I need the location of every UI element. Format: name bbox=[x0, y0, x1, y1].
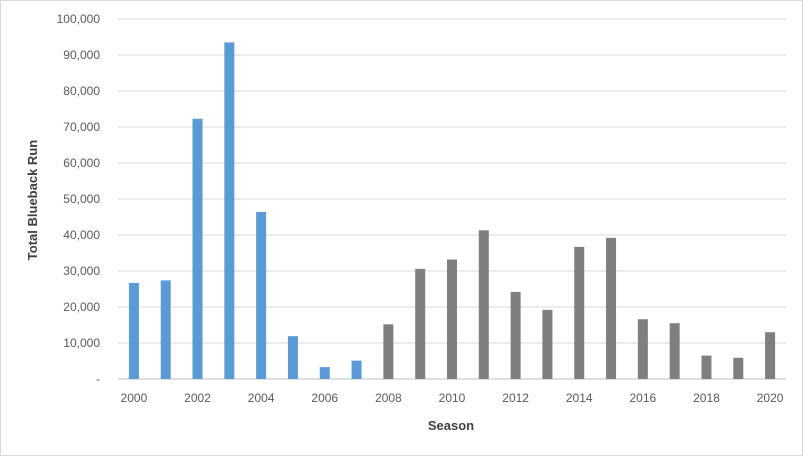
bar-2015 bbox=[606, 237, 617, 379]
bar-2014 bbox=[574, 246, 585, 379]
bar-2017 bbox=[669, 323, 680, 379]
bar-2001 bbox=[160, 280, 171, 379]
x-tick-label: 2000 bbox=[121, 391, 148, 405]
x-tick-label: 2010 bbox=[439, 391, 466, 405]
x-tick-label: 2018 bbox=[693, 391, 720, 405]
y-tick-label: 40,000 bbox=[63, 228, 100, 242]
x-tick-label: 2016 bbox=[630, 391, 657, 405]
bar-2005 bbox=[287, 336, 298, 379]
x-tick-label: 2012 bbox=[502, 391, 529, 405]
y-tick-label: 20,000 bbox=[63, 300, 100, 314]
bar-2000 bbox=[128, 282, 139, 379]
y-tick-label: 70,000 bbox=[63, 120, 100, 134]
bar-2002 bbox=[192, 118, 203, 379]
y-tick-label: 60,000 bbox=[63, 156, 100, 170]
bar-2010 bbox=[447, 259, 457, 379]
bar-2007 bbox=[351, 360, 362, 379]
bar-2011 bbox=[478, 230, 489, 379]
x-tick-label: 2020 bbox=[757, 391, 784, 405]
y-tick-label: 80,000 bbox=[63, 84, 100, 98]
x-tick-label: 2002 bbox=[184, 391, 211, 405]
bar-2020 bbox=[765, 332, 776, 379]
x-tick-label: 2014 bbox=[566, 391, 593, 405]
bar-2009 bbox=[415, 268, 426, 379]
x-tick-label: 2006 bbox=[311, 391, 338, 405]
bar-2008 bbox=[383, 324, 394, 379]
y-tick-label: 50,000 bbox=[63, 192, 100, 206]
y-axis-title: Total Blueback Run bbox=[25, 140, 40, 260]
bar-2003 bbox=[224, 42, 235, 380]
bar-2004 bbox=[256, 211, 267, 379]
bar-2006 bbox=[319, 367, 330, 379]
y-axis-tick-labels: - 10,000 20,000 30,000 40,000 50,000 60,000 70,… bbox=[57, 12, 101, 386]
bars bbox=[128, 42, 776, 380]
y-tick-label: 100,000 bbox=[57, 12, 101, 26]
y-tick-label: 90,000 bbox=[63, 48, 100, 62]
x-axis-tick-labels: 2000 2002 2004 2006 2008 2010 2012 2014 2016 2018… bbox=[121, 391, 784, 405]
bar-2018 bbox=[701, 355, 712, 379]
bar-2019 bbox=[733, 357, 744, 379]
bar-2012 bbox=[510, 291, 521, 379]
x-tick-label: 2004 bbox=[248, 391, 275, 405]
y-tick-label: 30,000 bbox=[63, 264, 100, 278]
x-axis-title: Season bbox=[428, 418, 474, 433]
y-tick-label: - bbox=[96, 372, 100, 386]
bar-2016 bbox=[637, 319, 648, 379]
bar-2013 bbox=[542, 309, 553, 379]
x-tick-label: 2008 bbox=[375, 391, 402, 405]
y-tick-label: 10,000 bbox=[63, 336, 100, 350]
